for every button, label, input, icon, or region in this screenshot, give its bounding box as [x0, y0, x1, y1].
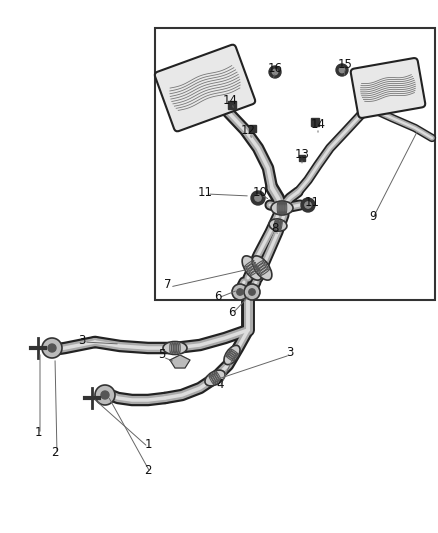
Text: 6: 6	[228, 305, 236, 319]
Bar	[228, 101, 236, 109]
Ellipse shape	[205, 370, 225, 386]
Circle shape	[101, 391, 109, 399]
Text: 8: 8	[271, 222, 279, 235]
Ellipse shape	[271, 201, 293, 215]
Bar	[155, 28, 435, 300]
Circle shape	[251, 191, 265, 205]
Circle shape	[232, 284, 248, 300]
Circle shape	[244, 284, 260, 300]
Circle shape	[255, 195, 261, 201]
Text: 14: 14	[311, 118, 325, 132]
Circle shape	[339, 67, 345, 72]
Text: 1: 1	[144, 439, 152, 451]
Text: 15: 15	[338, 59, 353, 71]
Circle shape	[237, 289, 243, 295]
Circle shape	[305, 202, 311, 208]
Ellipse shape	[242, 256, 262, 280]
Text: 13: 13	[295, 149, 309, 161]
Text: 6: 6	[214, 289, 222, 303]
Circle shape	[301, 198, 315, 212]
Text: 3: 3	[78, 334, 86, 346]
FancyBboxPatch shape	[351, 58, 425, 118]
Circle shape	[95, 385, 115, 405]
Text: 14: 14	[223, 93, 237, 107]
Ellipse shape	[224, 345, 240, 365]
Bar	[299, 155, 305, 161]
Circle shape	[48, 344, 56, 352]
Ellipse shape	[163, 342, 187, 354]
Circle shape	[249, 289, 255, 295]
Text: 1: 1	[34, 425, 42, 439]
Circle shape	[269, 66, 281, 78]
Text: 2: 2	[51, 446, 59, 458]
Text: 4: 4	[216, 378, 224, 392]
Text: 10: 10	[253, 185, 268, 198]
FancyBboxPatch shape	[155, 45, 255, 131]
Text: 5: 5	[158, 349, 166, 361]
Circle shape	[42, 338, 62, 358]
Bar	[248, 125, 255, 132]
Text: 16: 16	[268, 61, 283, 75]
Circle shape	[336, 64, 348, 76]
Text: 11: 11	[198, 185, 212, 198]
Text: 11: 11	[304, 196, 319, 208]
Text: 2: 2	[144, 464, 152, 477]
Polygon shape	[170, 355, 190, 368]
Circle shape	[272, 69, 278, 75]
Text: 12: 12	[240, 124, 255, 136]
Text: 3: 3	[286, 346, 294, 359]
Bar	[311, 118, 319, 126]
Ellipse shape	[269, 219, 287, 231]
Text: 9: 9	[369, 209, 377, 222]
Text: 7: 7	[164, 279, 172, 292]
Ellipse shape	[252, 256, 272, 280]
